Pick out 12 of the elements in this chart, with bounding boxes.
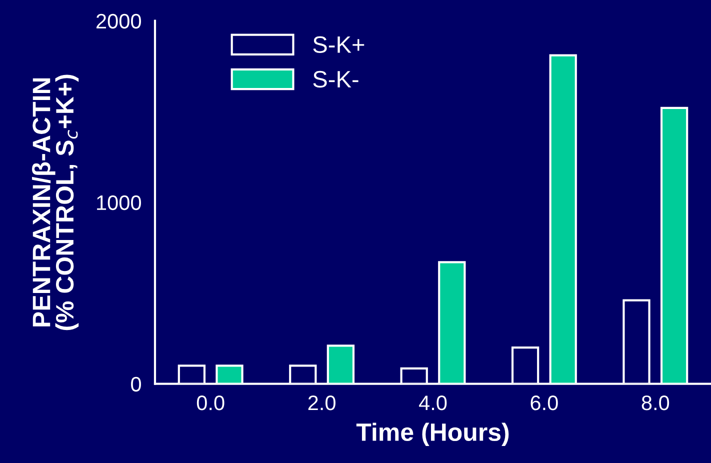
x-axis-title: Time (Hours) — [356, 422, 509, 446]
y-axis-title: PENTRAXIN/β-ACTIN (% CONTROL, S$_{c}$+K+) — [32, 74, 79, 330]
x-tick-label: 4.0 — [419, 395, 447, 410]
legend-label: S-K- — [313, 70, 358, 88]
y-tick-label: 1000 — [97, 195, 141, 210]
legend-label: S-K+ — [313, 36, 364, 53]
x-tick-label: 0.0 — [196, 395, 224, 410]
y-tick-label: 2000 — [96, 14, 141, 29]
x-tick-label: 6.0 — [530, 395, 558, 410]
x-tick-label: 8.0 — [642, 395, 670, 410]
y-tick-label: 0 — [131, 376, 141, 392]
x-tick-label: 2.0 — [308, 395, 336, 410]
